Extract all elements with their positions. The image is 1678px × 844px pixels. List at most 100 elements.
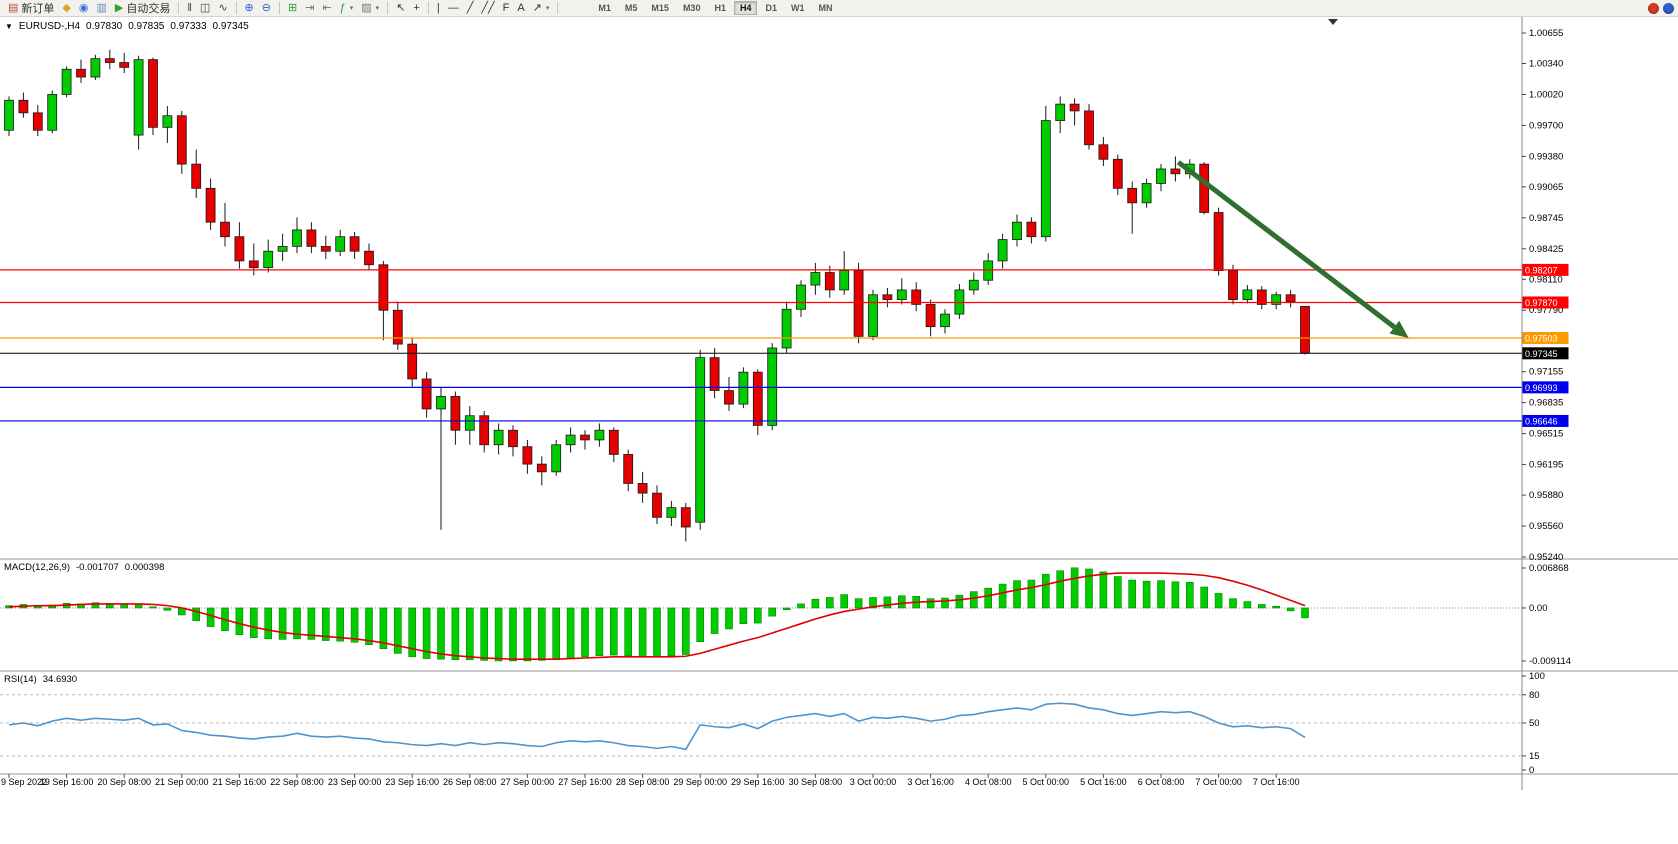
macd-label: MACD(12,26,9): [4, 562, 70, 573]
arrows-button[interactable]: ↗ ▾: [529, 0, 554, 17]
line-chart-button[interactable]: ∿: [214, 0, 231, 17]
time-label: 7 Oct 00:00: [1195, 777, 1242, 787]
timeframe-m5-button[interactable]: M5: [624, 3, 638, 13]
price-axis[interactable]: [1522, 17, 1678, 790]
candle-down: [580, 434, 590, 441]
text-button[interactable]: A: [513, 0, 528, 17]
macd-bar: [869, 597, 877, 609]
candle-up: [868, 294, 878, 337]
depth-of-market-icon[interactable]: ▥: [92, 0, 110, 17]
candle-down: [1199, 163, 1210, 213]
autotrading-icon: ▶: [114, 1, 124, 14]
candlestick-chart-icon: ◫: [199, 1, 211, 14]
favorites-icon-icon: ◆: [62, 1, 71, 14]
timeframe-m15-button[interactable]: M15: [651, 3, 669, 13]
time-label: 27 Sep 00:00: [501, 777, 555, 787]
macd-bar: [725, 607, 733, 630]
candle-up: [47, 94, 58, 131]
candle-up: [1271, 294, 1282, 305]
candle-down: [176, 115, 187, 165]
time-label: 29 Sep 16:00: [731, 777, 785, 787]
chart-shift-button[interactable]: ⇤: [318, 0, 335, 17]
timeframe-w1-button[interactable]: W1: [791, 3, 805, 13]
candle-up: [839, 270, 850, 291]
candle-up: [133, 59, 144, 136]
candle-up: [594, 429, 605, 441]
new-order-button[interactable]: ▤ 新订单: [4, 0, 58, 17]
bar-chart-button[interactable]: ‖: [183, 0, 196, 17]
level-badge: [1522, 296, 1569, 309]
trendline-button[interactable]: ╱: [463, 0, 478, 17]
fibonacci-button[interactable]: F: [499, 0, 514, 17]
zoom-out-button[interactable]: ⊖: [258, 0, 275, 17]
tile-windows-button[interactable]: ⊞: [284, 0, 301, 17]
candle-up: [436, 395, 446, 410]
arrows-button-caret-icon: ▾: [545, 5, 550, 12]
macd-bar: [782, 607, 791, 611]
macd-bar: [393, 607, 402, 654]
crosshair-button[interactable]: +: [409, 0, 423, 17]
favorites-icon[interactable]: ◆: [58, 0, 74, 17]
candle-down: [623, 454, 634, 484]
candle-up: [1242, 289, 1253, 300]
time-axis[interactable]: [0, 774, 1522, 790]
price-tick-label: 0.99700: [1529, 120, 1563, 131]
time-label: 23 Sep 16:00: [385, 777, 439, 787]
candle-down: [378, 264, 389, 311]
symbol-period-label: EURUSD-,H4: [18, 21, 81, 32]
macd-bar: [1042, 573, 1050, 609]
macd-bar: [336, 607, 345, 642]
profiles-icon[interactable]: ◉: [75, 0, 93, 17]
timeframe-m1-button[interactable]: M1: [598, 3, 611, 13]
price-pane[interactable]: [0, 17, 1522, 559]
trend-arrow-line[interactable]: [1176, 160, 1396, 330]
timeframe-h1-button[interactable]: H1: [714, 3, 726, 13]
equidistant-channel-button[interactable]: ╱╱: [477, 0, 498, 17]
indicators-button[interactable]: ƒ ▾: [336, 0, 358, 17]
macd-bar: [537, 607, 546, 661]
candle-down: [1228, 270, 1238, 300]
candle-up: [997, 239, 1008, 262]
chart-shift-marker[interactable]: [1328, 19, 1338, 25]
candle-down: [32, 112, 43, 131]
zoom-in-button[interactable]: ⊕: [241, 0, 258, 17]
macd-bar: [1258, 604, 1266, 609]
price-tick-label: 0.96515: [1529, 429, 1563, 440]
macd-bar: [451, 607, 460, 661]
macd-bar: [1027, 579, 1036, 609]
auto-scroll-button[interactable]: ⇥: [301, 0, 318, 17]
candle-down: [479, 415, 490, 446]
price-tick-label: 0.99380: [1529, 151, 1563, 162]
time-label: 29 Sep 00:00: [673, 777, 727, 787]
templates-button[interactable]: ▨ ▾: [357, 0, 383, 17]
horizontal-line-button[interactable]: —: [444, 0, 463, 17]
candle-down: [320, 245, 331, 252]
macd-tick-label: -0.009114: [1529, 656, 1571, 667]
candle-down: [421, 378, 432, 410]
autotrading-button[interactable]: ▶ 自动交易: [111, 0, 174, 17]
cursor-button[interactable]: ↖: [392, 0, 409, 17]
macd-bar: [250, 607, 258, 638]
timeframe-m30-button[interactable]: M30: [682, 3, 701, 13]
timeframe-h4-button[interactable]: H4: [733, 1, 758, 15]
candle-up: [162, 115, 173, 128]
price-tick-label: 0.97155: [1529, 367, 1563, 378]
rsi-tick-label: 15: [1529, 751, 1540, 762]
alert-red-icon[interactable]: [1648, 2, 1659, 14]
candle-up: [4, 99, 14, 131]
time-label: 30 Sep 08:00: [789, 777, 843, 787]
chart-menu-icon[interactable]: ▼: [5, 22, 13, 31]
candle-down: [1285, 294, 1296, 302]
news-blue-icon[interactable]: [1663, 2, 1674, 14]
level-badge-label: 0.96993: [1525, 383, 1558, 393]
price-tick-label: 0.99065: [1529, 182, 1563, 193]
candle-up: [551, 444, 562, 473]
timeframe-mn-button[interactable]: MN: [818, 3, 833, 13]
candlestick-chart-button[interactable]: ◫: [196, 0, 214, 17]
level-badge-label: 0.97503: [1525, 334, 1558, 344]
candle-up: [565, 434, 576, 446]
timeframe-d1-button[interactable]: D1: [765, 3, 777, 13]
candle-up: [292, 229, 302, 247]
vertical-line-button[interactable]: |: [433, 0, 444, 17]
